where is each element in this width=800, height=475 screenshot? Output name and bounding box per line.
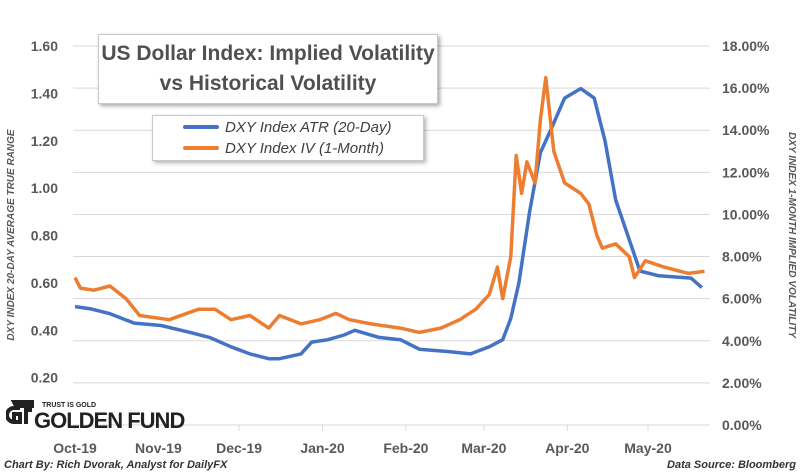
left-tick-label: 0.20 [31, 370, 58, 386]
data-source: Data Source: Bloomberg [667, 459, 796, 471]
left-tick-label: 1.00 [31, 180, 58, 196]
chart-credit: Chart By: Rich Dvorak, Analyst for Daily… [4, 459, 228, 471]
y-axis-right-label: DXY INDEX 1-MONTH IMPLIED VOLATILITY [786, 132, 797, 339]
x-tick-label: Jan-20 [300, 440, 345, 456]
x-tick-label: Mar-20 [461, 440, 506, 456]
right-tick-label: 8.00% [722, 249, 762, 265]
legend-label-atr: DXY Index ATR (20-Day) [225, 118, 392, 136]
x-tick-label: May-20 [624, 440, 672, 456]
legend: DXY Index ATR (20-Day) DXY Index IV (1-M… [152, 115, 424, 161]
series-line-atr [74, 86, 703, 361]
right-tick-label: 14.00% [722, 122, 770, 138]
left-tick-label: 0.40 [31, 322, 58, 338]
legend-item-iv: DXY Index IV (1-Month) [153, 138, 423, 158]
title-line-2: vs Historical Volatility [159, 72, 377, 95]
title-line-1: US Dollar Index: Implied Volatility [101, 42, 435, 65]
x-tick-label: Nov-19 [135, 440, 182, 456]
right-tick-label: 16.00% [722, 80, 770, 96]
y-axis-left-label: DXY INDEX 20-DAY AVERAGE TRUE RANGE [6, 129, 17, 340]
right-tick-label: 2.00% [722, 375, 762, 391]
right-tick-label: 18.00% [722, 38, 770, 54]
right-tick-label: 10.00% [722, 206, 770, 222]
x-tick-label: Oct-19 [53, 440, 97, 456]
left-tick-label: 1.60 [31, 38, 58, 54]
logo-mark-icon [5, 400, 34, 424]
golden-fund-logo: TRUST IS GOLD GOLDEN FUND [5, 400, 185, 433]
left-tick-label: 0.60 [31, 275, 58, 291]
logo-name: GOLDEN FUND [34, 408, 185, 433]
x-tick-label: Feb-20 [383, 440, 428, 456]
legend-item-atr: DXY Index ATR (20-Day) [153, 117, 423, 137]
series-line-iv [73, 75, 705, 335]
left-tick-label: 0.80 [31, 228, 58, 244]
right-tick-label: 6.00% [722, 291, 762, 307]
left-tick-label: 1.20 [31, 133, 58, 149]
x-tick-label: Dec-19 [216, 440, 262, 456]
legend-label-iv: DXY Index IV (1-Month) [225, 139, 384, 157]
chart-title: US Dollar Index: Implied Volatility vs H… [98, 34, 438, 104]
x-tick-label: Apr-20 [545, 440, 590, 456]
right-tick-label: 4.00% [722, 333, 762, 349]
legend-swatch-iv [183, 146, 219, 150]
right-tick-label: 0.00% [722, 417, 762, 433]
logo-tagline: TRUST IS GOLD [42, 402, 97, 409]
right-tick-label: 12.00% [722, 164, 770, 180]
left-tick-label: 1.40 [31, 85, 58, 101]
legend-swatch-atr [183, 125, 219, 129]
